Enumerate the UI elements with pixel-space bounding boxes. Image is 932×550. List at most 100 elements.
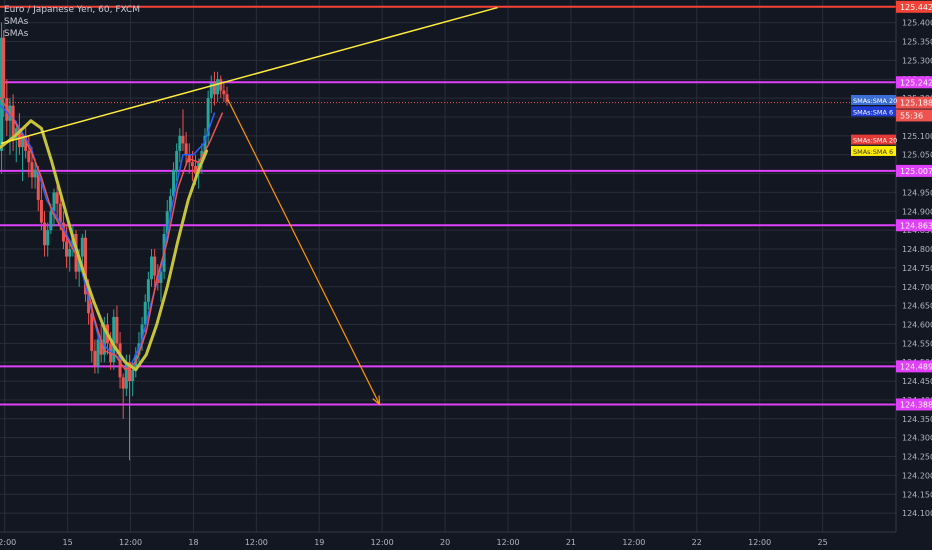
price-tick-label: 125.400 <box>902 19 932 28</box>
sma-20-line <box>0 119 209 372</box>
candle-body <box>68 249 72 257</box>
candle-body <box>52 192 56 212</box>
candle-body <box>65 241 69 257</box>
candle-body <box>39 199 43 223</box>
price-axis[interactable]: 125.400125.350125.300125.250125.200125.1… <box>851 0 932 532</box>
price-tick-label: 124.100 <box>902 509 932 518</box>
current-price-tag-bg <box>896 96 932 109</box>
sma-legend-tag-bg <box>851 134 896 145</box>
time-tick-label: 19 <box>314 538 324 547</box>
candle-body <box>58 203 62 223</box>
candle-body <box>153 256 157 276</box>
candle-body <box>93 350 97 366</box>
chart-legend: Euro / Japanese Yen, 60, FXCM SMAs SMAs <box>4 4 140 40</box>
sma-legend-tag: SMAs:SMA 20 <box>853 137 897 145</box>
time-tick-label: 12:00 <box>119 538 142 547</box>
candle-body <box>33 169 37 178</box>
price-tick-label: 124.250 <box>902 453 932 462</box>
time-tick-label: 22 <box>692 538 702 547</box>
candle-body <box>30 162 34 178</box>
candle-body <box>112 316 116 363</box>
candle-body <box>43 222 47 246</box>
level-price-tag-bg <box>896 164 932 177</box>
level-price-tag-bg <box>896 360 932 373</box>
candle-body <box>194 166 198 174</box>
sma-legend-tag: SMAs:SMA 6 <box>853 148 893 156</box>
candle-body <box>49 211 53 231</box>
sma-6-blue-line <box>0 104 216 367</box>
indicator-label-2[interactable]: SMAs <box>4 29 29 39</box>
candle-body <box>80 237 84 257</box>
horizontal-levels <box>0 5 896 406</box>
time-axis[interactable]: 12:00 15 12:00 18 12:00 19 12:00 20 12:00 21 12:00… <box>0 531 932 550</box>
price-tick-label: 124.200 <box>902 471 932 480</box>
level-price-tag: 125.007 <box>900 167 932 176</box>
projection-arrow <box>227 98 381 405</box>
candle-body <box>184 143 188 155</box>
candle-body <box>96 339 100 366</box>
time-tick-label: 12:00 <box>622 538 645 547</box>
candle-body <box>11 105 15 140</box>
candle-body <box>225 94 229 102</box>
price-tick-label: 124.750 <box>902 264 932 273</box>
candle-body <box>212 83 216 95</box>
candle-body <box>190 162 194 167</box>
price-tick-label: 124.700 <box>902 283 932 292</box>
candle-body <box>102 324 106 355</box>
candle-body <box>77 256 81 272</box>
symbol-title[interactable]: Euro / Japanese Yen, 60, FXCM <box>4 5 141 15</box>
sma-legend-tag-bg <box>851 106 896 117</box>
time-tick-label: 15 <box>63 538 73 547</box>
current-price-tag: 125.188 <box>900 99 932 108</box>
price-tick-label: 125.350 <box>902 38 932 47</box>
candle-body <box>131 369 135 382</box>
candle-body <box>121 377 125 389</box>
price-tick-label: 124.800 <box>902 245 932 254</box>
indicator-label-1[interactable]: SMAs <box>4 17 29 27</box>
candle-body <box>118 343 122 378</box>
trend-drawings <box>0 6 498 406</box>
candle-body <box>124 362 128 389</box>
time-tick-label: 12:00 <box>496 538 519 547</box>
time-tick-label: 18 <box>188 538 198 547</box>
candle-body <box>0 37 4 151</box>
moving-averages <box>0 97 224 372</box>
level-price-tag-bg <box>896 219 932 232</box>
candle-body <box>219 79 223 91</box>
price-tick-label: 124.550 <box>902 339 932 348</box>
candle-body <box>83 237 87 295</box>
candle-body <box>90 313 94 351</box>
countdown-tag-bg <box>896 109 932 122</box>
price-tick-label: 124.600 <box>902 320 932 329</box>
candle-body <box>27 150 31 163</box>
price-tick-label: 125.300 <box>902 56 932 65</box>
trend-line <box>0 6 498 145</box>
candle-body <box>206 98 210 136</box>
grid-lines <box>0 0 896 532</box>
candle-body <box>172 169 176 197</box>
level-price-tag: 125.242 <box>900 78 932 87</box>
price-tick-label: 124.450 <box>902 377 932 386</box>
candle-body <box>175 150 179 170</box>
price-tick-label: 124.650 <box>902 302 932 311</box>
candle-body <box>222 90 226 95</box>
sma-legend-tag: SMAs:SMA 6 <box>853 108 893 116</box>
candle-body <box>209 83 213 99</box>
time-tick-label: 12:00 <box>748 538 771 547</box>
level-price-tag-bg <box>896 0 932 13</box>
candle-body <box>115 316 119 344</box>
level-price-tag: 124.388 <box>900 400 932 409</box>
price-tick-label: 124.150 <box>902 490 932 499</box>
price-tick-label: 124.350 <box>902 415 932 424</box>
sma-legend-tag: SMAs:SMA 20 <box>853 97 897 105</box>
candle-body <box>36 169 40 200</box>
candle-body <box>203 135 207 151</box>
candle-body <box>181 135 185 144</box>
candle-body <box>143 301 147 325</box>
candle-body <box>127 362 131 382</box>
candle-body <box>140 324 144 344</box>
time-tick-label: 25 <box>818 538 828 547</box>
time-tick-label: 12:00 <box>0 538 16 547</box>
level-price-tag-bg <box>896 398 932 411</box>
